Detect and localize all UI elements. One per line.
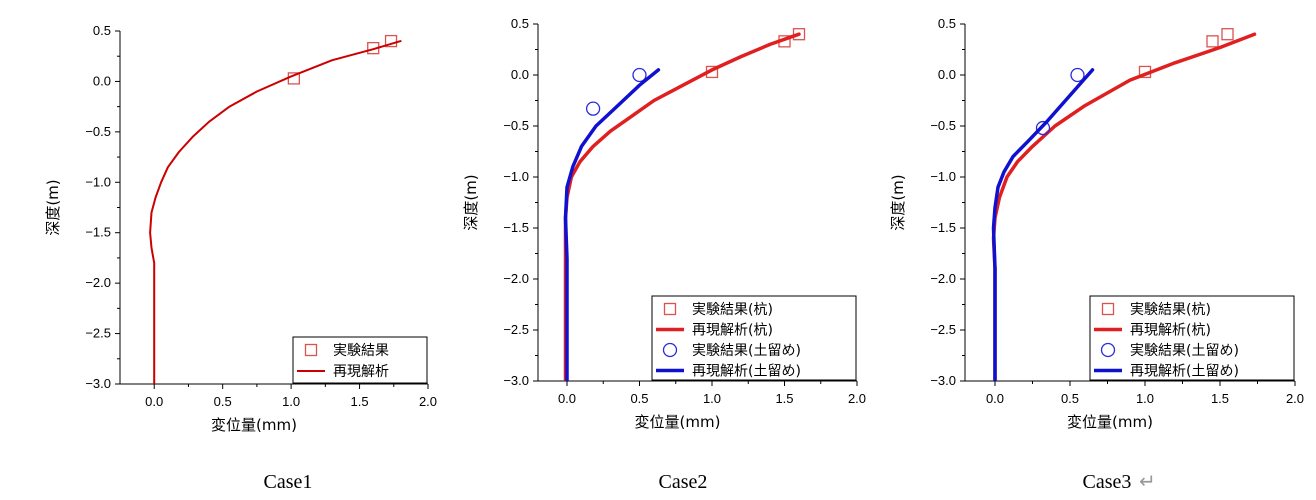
- y-tick-label: −2.5: [85, 326, 111, 341]
- x-axis-label: 変位量(mm): [1067, 413, 1153, 431]
- legend-label: 再現解析(杭): [1130, 323, 1211, 339]
- legend-circle-swatch: [662, 342, 678, 358]
- x-tick-label: 0.5: [1061, 391, 1079, 406]
- legend-label: 再現解析(土留め): [692, 364, 801, 380]
- y-tick-label: 0.0: [938, 67, 956, 82]
- y-tick-label: 0.0: [93, 73, 111, 88]
- legend-label: 再現解析(土留め): [1130, 364, 1239, 380]
- y-tick-label: −1.0: [503, 169, 529, 184]
- legend-square-swatch: [1101, 302, 1115, 316]
- data-point-square: [384, 34, 398, 48]
- plot-area: [991, 28, 1257, 381]
- chart-panel-2: 0.5 0.0 −0.5 −1.0 −1.5 −2.0 −2.5 −3.0 0.0 0.5 1.0 1…: [462, 16, 866, 493]
- legend: 実験結果(杭) 再現解析(杭) 実験結果(土留め) 再現解析(土留め): [651, 295, 857, 381]
- y-axis-label: 深度(m): [462, 174, 480, 230]
- x-tick-label: 2.0: [1286, 391, 1304, 406]
- y-tick-label: −2.5: [930, 322, 956, 337]
- y-tick-label: −1.5: [503, 220, 529, 235]
- y-tick-label: −1.5: [85, 225, 111, 240]
- x-tick-label: 1.5: [775, 391, 793, 406]
- y-tick-label: 0.5: [511, 16, 529, 31]
- x-tick-label: 1.0: [282, 394, 300, 409]
- data-point-circle: [1070, 67, 1085, 83]
- x-tick-label: 1.0: [1136, 391, 1154, 406]
- chart-caption: Case3: [1083, 471, 1132, 493]
- y-tick-label: −1.0: [930, 169, 956, 184]
- x-tick-label: 1.5: [351, 394, 369, 409]
- legend-box: [1089, 295, 1295, 381]
- y-tick-label: −3.0: [930, 373, 956, 388]
- plot-area: [563, 28, 806, 381]
- caption-return-mark: ↵: [1139, 471, 1156, 493]
- y-tick-label: −3.0: [85, 376, 111, 391]
- y-tick-label: −3.0: [503, 373, 529, 388]
- data-point-square: [792, 28, 806, 41]
- x-tick-label: 1.0: [703, 391, 721, 406]
- y-tick-label: −0.5: [503, 118, 529, 133]
- legend-label: 実験結果(杭): [1130, 302, 1211, 318]
- y-tick-label: −2.0: [930, 271, 956, 286]
- x-tick-label: 2.0: [848, 391, 866, 406]
- x-tick-label: 1.5: [1211, 391, 1229, 406]
- data-point-square: [1206, 35, 1219, 48]
- x-tick-label: 0.0: [558, 391, 576, 406]
- x-tick-label: 2.0: [419, 394, 437, 409]
- legend-label: 実験結果(土留め): [1130, 343, 1239, 359]
- plot-area: [149, 34, 402, 384]
- legend-label: 実験結果(杭): [692, 302, 773, 318]
- series-line-2: [149, 40, 402, 384]
- legend-square-swatch: [304, 343, 318, 357]
- data-point-square: [1221, 28, 1234, 41]
- y-tick-label: 0.0: [511, 67, 529, 82]
- y-tick-label: −2.0: [503, 271, 529, 286]
- x-tick-label: 0.0: [145, 394, 163, 409]
- legend-circle-swatch: [1100, 342, 1116, 358]
- y-tick-label: −2.0: [85, 275, 111, 290]
- data-point-circle: [632, 67, 647, 83]
- y-axis-label: 深度(m): [889, 174, 907, 230]
- chart-panel-1: 0.5 0.0 −0.5 −1.0 −1.5 −2.0 −2.5 −3.0 0.0 0.5 1.0 1…: [44, 23, 437, 493]
- legend-label: 再現解析(杭): [692, 323, 773, 339]
- x-axis-label: 変位量(mm): [635, 413, 721, 431]
- series-line-4: [563, 68, 661, 381]
- y-tick-label: 0.5: [93, 23, 111, 38]
- x-tick-label: 0.0: [986, 391, 1004, 406]
- data-point-circle: [585, 101, 601, 116]
- legend-label: 実験結果: [333, 343, 389, 359]
- y-tick-label: −2.5: [503, 322, 529, 337]
- legend-label: 再現解析: [333, 364, 389, 380]
- x-tick-label: 0.5: [214, 394, 232, 409]
- y-tick-label: −0.5: [930, 118, 956, 133]
- legend-box: [651, 295, 857, 381]
- legend-label: 実験結果(土留め): [692, 343, 801, 359]
- chart-caption: Case1: [264, 471, 313, 493]
- series-line-4: [991, 68, 1095, 381]
- y-tick-label: −1.5: [930, 220, 956, 235]
- x-axis-label: 変位量(mm): [211, 416, 297, 434]
- legend-square-swatch: [663, 302, 677, 316]
- chart-caption: Case2: [659, 471, 708, 493]
- y-tick-label: 0.5: [938, 16, 956, 31]
- data-point-circle: [1035, 120, 1051, 136]
- y-axis-label: 深度(m): [44, 179, 62, 235]
- x-tick-label: 0.5: [630, 391, 648, 406]
- legend: 実験結果(杭) 再現解析(杭) 実験結果(土留め) 再現解析(土留め): [1089, 295, 1295, 381]
- y-tick-label: −1.0: [85, 174, 111, 189]
- chart-panel-3: 0.5 0.0 −0.5 −1.0 −1.5 −2.0 −2.5 −3.0 0.0 0.5 1.0 1…: [889, 16, 1304, 493]
- y-tick-label: −0.5: [85, 124, 111, 139]
